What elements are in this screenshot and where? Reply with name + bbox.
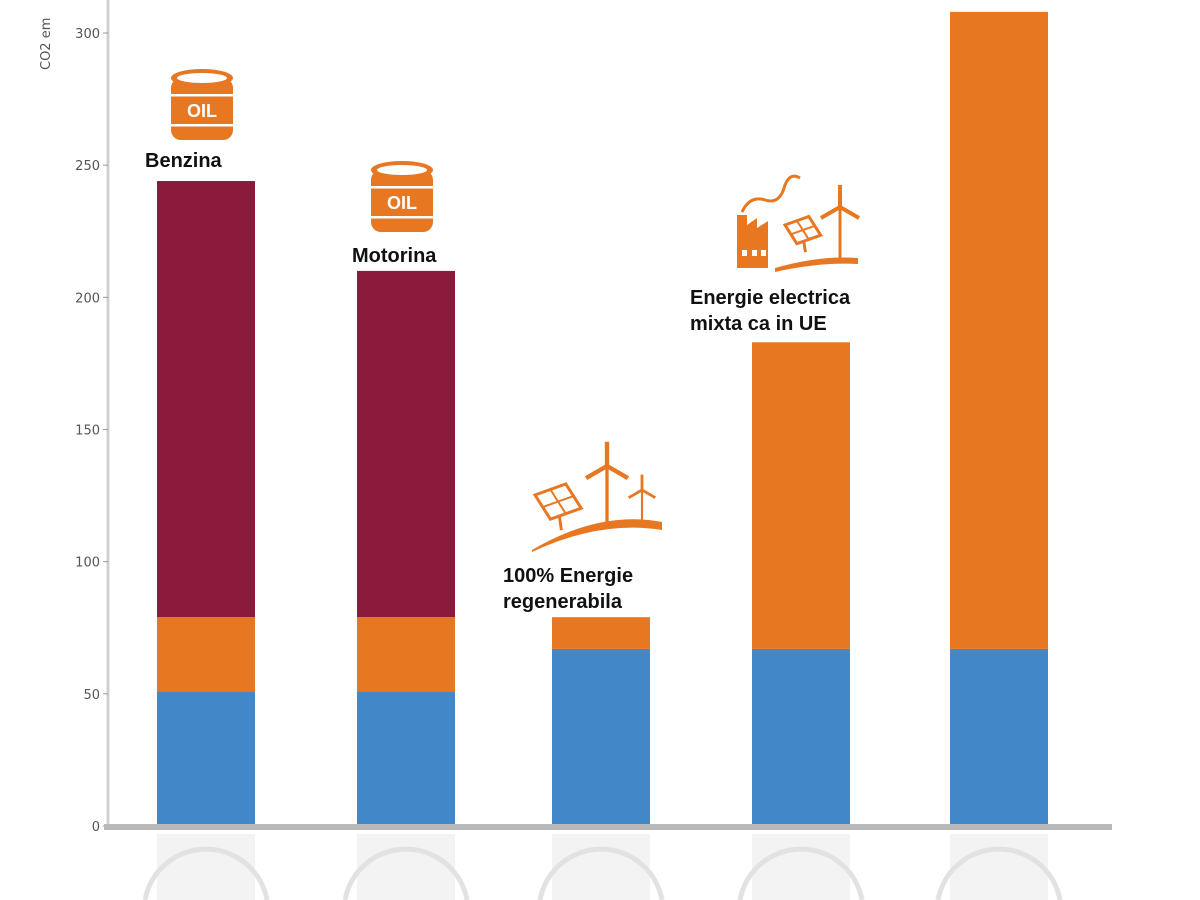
bar-segment-orange bbox=[357, 617, 455, 692]
label-renewable-line1: 100% Energie bbox=[503, 565, 634, 587]
bar-segment-blue bbox=[157, 691, 255, 826]
bar-segment-maroon bbox=[357, 270, 455, 618]
y-tick-label: 200 bbox=[75, 291, 100, 306]
label-eu-mix: Energie electrica mixta ca in UE bbox=[690, 285, 850, 337]
bar-reflection bbox=[357, 834, 455, 900]
label-benzina: Benzina bbox=[145, 150, 222, 172]
wheel-outline bbox=[737, 846, 865, 900]
label-motorina: Motorina bbox=[352, 245, 437, 267]
bar-segment-maroon bbox=[157, 181, 255, 618]
y-tick-label: 50 bbox=[83, 688, 100, 703]
bar-reflection bbox=[552, 834, 650, 900]
bar-segment-blue bbox=[752, 648, 850, 826]
wheel-outline bbox=[935, 846, 1063, 900]
y-axis-label: CO2 em bbox=[39, 18, 54, 70]
wheel-outline bbox=[342, 846, 470, 900]
label-renewable: 100% Energie regenerabila bbox=[503, 563, 633, 615]
bar-reflection bbox=[950, 834, 1048, 900]
wheel-outline bbox=[537, 846, 665, 900]
y-tick-label: 100 bbox=[75, 556, 100, 571]
bar-reflection bbox=[752, 834, 850, 900]
y-tick-label: 300 bbox=[75, 27, 100, 42]
label-renewable-line2: regenerabila bbox=[503, 591, 622, 613]
bar-segment-orange bbox=[552, 617, 650, 649]
svg-text:OIL: OIL bbox=[187, 101, 217, 121]
x-axis-baseline bbox=[104, 824, 1112, 830]
bar-segment-orange bbox=[752, 342, 850, 649]
y-tick-label: 0 bbox=[92, 820, 100, 835]
factory-solar-wind-icon bbox=[737, 174, 861, 272]
y-tick-label: 250 bbox=[75, 159, 100, 174]
bar-segment-blue bbox=[950, 648, 1048, 826]
bar-segment-orange bbox=[157, 617, 255, 692]
bar-segment-orange bbox=[950, 11, 1048, 649]
renewable-energy-icon bbox=[532, 441, 662, 552]
label-eu-mix-line1: Energie electrica bbox=[690, 287, 851, 309]
bar-segment-blue bbox=[357, 691, 455, 826]
bar-reflection bbox=[157, 834, 255, 900]
wheel-outline bbox=[142, 846, 270, 900]
oil-barrel-icon: OIL bbox=[371, 161, 433, 232]
svg-text:OIL: OIL bbox=[387, 193, 417, 213]
y-tick-label: 150 bbox=[75, 424, 100, 439]
bar-segment-blue bbox=[552, 648, 650, 826]
label-eu-mix-line2: mixta ca in UE bbox=[690, 313, 827, 335]
oil-barrel-icon: OIL bbox=[171, 69, 233, 140]
